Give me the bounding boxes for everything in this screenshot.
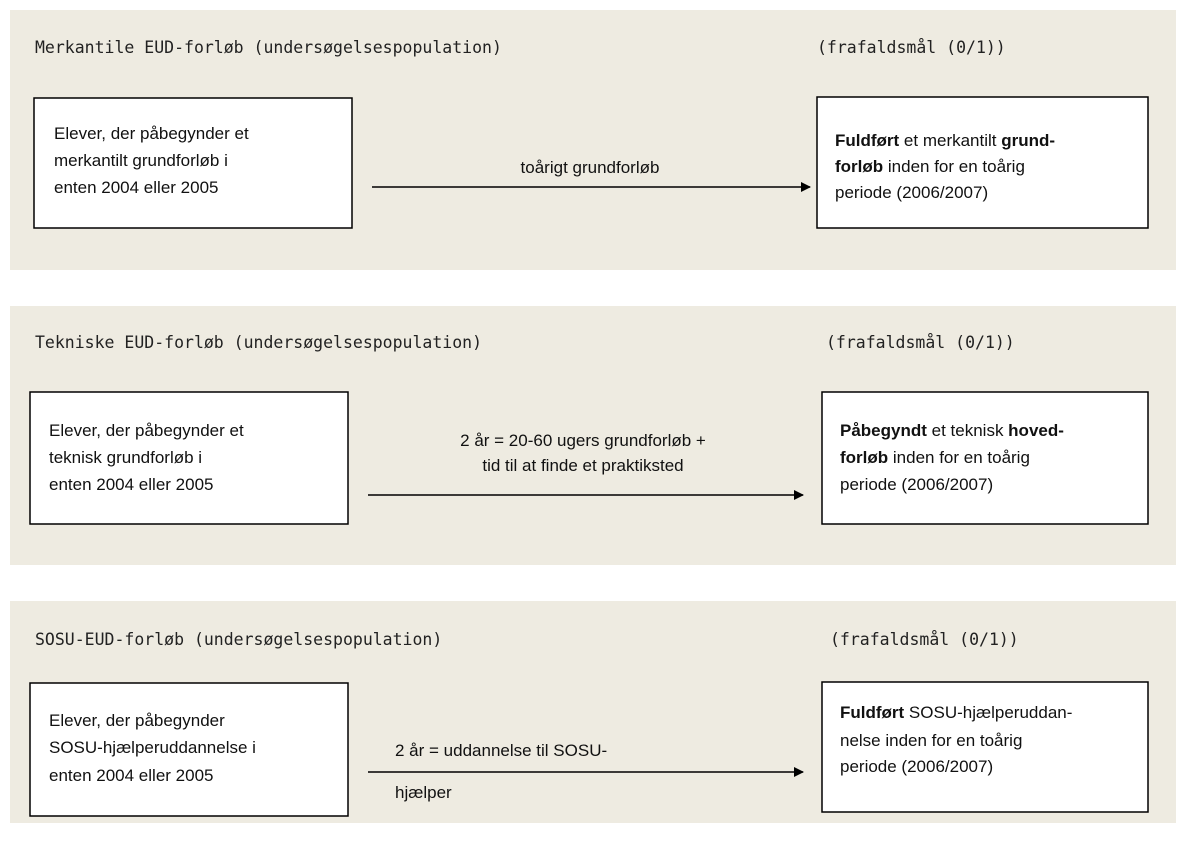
result-segment: periode (2006/2007) [835,183,988,202]
start-text: Elever, der påbegynder et [49,421,244,440]
start-text: Elever, der påbegynder et [54,124,249,143]
result-text: forløb inden for en toårig [840,448,1030,467]
result-text: Fuldført SOSU-hjælperuddan- [840,703,1072,722]
result-segment: periode (2006/2007) [840,475,993,494]
result-text: Påbegyndt et teknisk hoved- [840,421,1064,440]
result-box [821,391,1149,525]
start-text: merkantilt grundforløb i [54,151,228,170]
result-segment: forløb [840,448,888,467]
start-box [29,391,349,525]
arrow-label: hjælper [395,783,452,802]
outcome-label: (frafaldsmål (0/1)) [826,333,1015,352]
result-segment: et teknisk [927,421,1008,440]
result-segment: inden for en toårig [888,448,1030,467]
result-segment: Fuldført [835,131,900,150]
result-text: periode (2006/2007) [835,183,988,202]
result-segment: nelse inden for en toårig [840,731,1022,750]
result-segment: Fuldført [840,703,905,722]
arrow-label: 2 år = uddannelse til SOSU- [395,741,607,760]
outcome-label: (frafaldsmål (0/1)) [817,38,1006,57]
start-box [29,682,349,817]
start-text: teknisk grundforløb i [49,448,202,467]
arrow-label: 2 år = 20-60 ugers grundforløb + [460,431,706,450]
result-segment: Påbegyndt [840,421,927,440]
outcome-label: (frafaldsmål (0/1)) [830,630,1019,649]
result-box [821,681,1149,813]
start-text: enten 2004 eller 2005 [49,766,213,785]
result-segment: hoved- [1008,421,1064,440]
panel-title: Tekniske EUD-forløb (undersøgelsespopula… [35,333,482,352]
result-text: Fuldført et merkantilt grund- [835,131,1055,150]
result-text: forløb inden for en toårig [835,157,1025,176]
result-box [816,96,1149,229]
start-box [33,97,353,229]
result-segment: inden for en toårig [883,157,1025,176]
result-text: nelse inden for en toårig [840,731,1022,750]
start-text: enten 2004 eller 2005 [54,178,218,197]
start-text: enten 2004 eller 2005 [49,475,213,494]
result-segment: forløb [835,157,883,176]
result-segment: grund- [1001,131,1055,150]
arrow-label: toårigt grundforløb [521,158,660,177]
panel-title: Merkantile EUD-forløb (undersøgelsespopu… [35,38,502,57]
start-text: Elever, der påbegynder [49,711,225,730]
panel-title: SOSU-EUD-forløb (undersøgelsespopulation… [35,630,442,649]
result-text: periode (2006/2007) [840,757,993,776]
result-segment: et merkantilt [899,131,1001,150]
start-text: SOSU-hjælperuddannelse i [49,738,256,757]
arrow-label: tid til at finde et praktiksted [482,456,683,475]
result-text: periode (2006/2007) [840,475,993,494]
result-segment: periode (2006/2007) [840,757,993,776]
result-segment: SOSU-hjælperuddan- [904,703,1072,722]
